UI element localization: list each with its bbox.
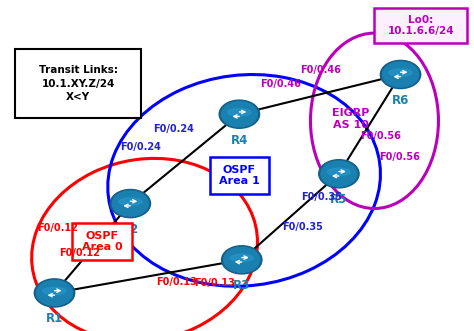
Text: F0/0.46: F0/0.46 [260, 79, 301, 89]
Ellipse shape [118, 198, 142, 206]
Circle shape [224, 247, 260, 272]
FancyBboxPatch shape [15, 49, 141, 118]
Text: EIGRP
AS 10: EIGRP AS 10 [332, 108, 369, 130]
Ellipse shape [228, 109, 251, 116]
Text: F0/0.12: F0/0.12 [37, 223, 78, 233]
Text: R6: R6 [392, 94, 409, 107]
Text: F0/0.56: F0/0.56 [379, 152, 420, 162]
Text: R2: R2 [122, 223, 139, 236]
Circle shape [36, 280, 73, 306]
Text: F0/0.24: F0/0.24 [154, 124, 194, 134]
Circle shape [221, 246, 262, 274]
Text: F0/0.12: F0/0.12 [59, 248, 100, 258]
Text: F0/0.35: F0/0.35 [301, 192, 342, 202]
Circle shape [380, 60, 421, 89]
Text: F0/0.13: F0/0.13 [156, 277, 197, 287]
Circle shape [110, 189, 151, 218]
Ellipse shape [230, 254, 254, 262]
Text: OSPF
Area 1: OSPF Area 1 [219, 165, 260, 186]
Text: F0/0.24: F0/0.24 [120, 142, 161, 152]
Ellipse shape [389, 69, 412, 76]
Text: F0/0.35: F0/0.35 [282, 222, 323, 232]
Text: R5: R5 [330, 193, 347, 206]
Circle shape [219, 100, 260, 128]
Circle shape [221, 102, 257, 127]
Text: Lo0:
10.1.6.6/24: Lo0: 10.1.6.6/24 [387, 15, 454, 36]
Text: OSPF
Area 0: OSPF Area 0 [82, 231, 122, 253]
FancyBboxPatch shape [210, 157, 269, 194]
Text: F0/0.13: F0/0.13 [194, 278, 235, 288]
Text: F0/0.56: F0/0.56 [360, 131, 401, 141]
FancyBboxPatch shape [72, 223, 131, 260]
Ellipse shape [327, 168, 351, 176]
FancyBboxPatch shape [374, 8, 467, 43]
Circle shape [34, 279, 75, 307]
Text: R4: R4 [231, 134, 248, 147]
Circle shape [112, 191, 148, 216]
Text: F0/0.46: F0/0.46 [301, 65, 341, 74]
Circle shape [321, 161, 357, 186]
Text: Transit Links:
10.1.XY.Z/24
X<Y: Transit Links: 10.1.XY.Z/24 X<Y [39, 66, 118, 102]
Text: R1: R1 [46, 312, 63, 325]
Ellipse shape [43, 287, 66, 295]
Text: R3: R3 [233, 279, 250, 292]
Circle shape [383, 62, 419, 87]
Circle shape [319, 160, 359, 188]
